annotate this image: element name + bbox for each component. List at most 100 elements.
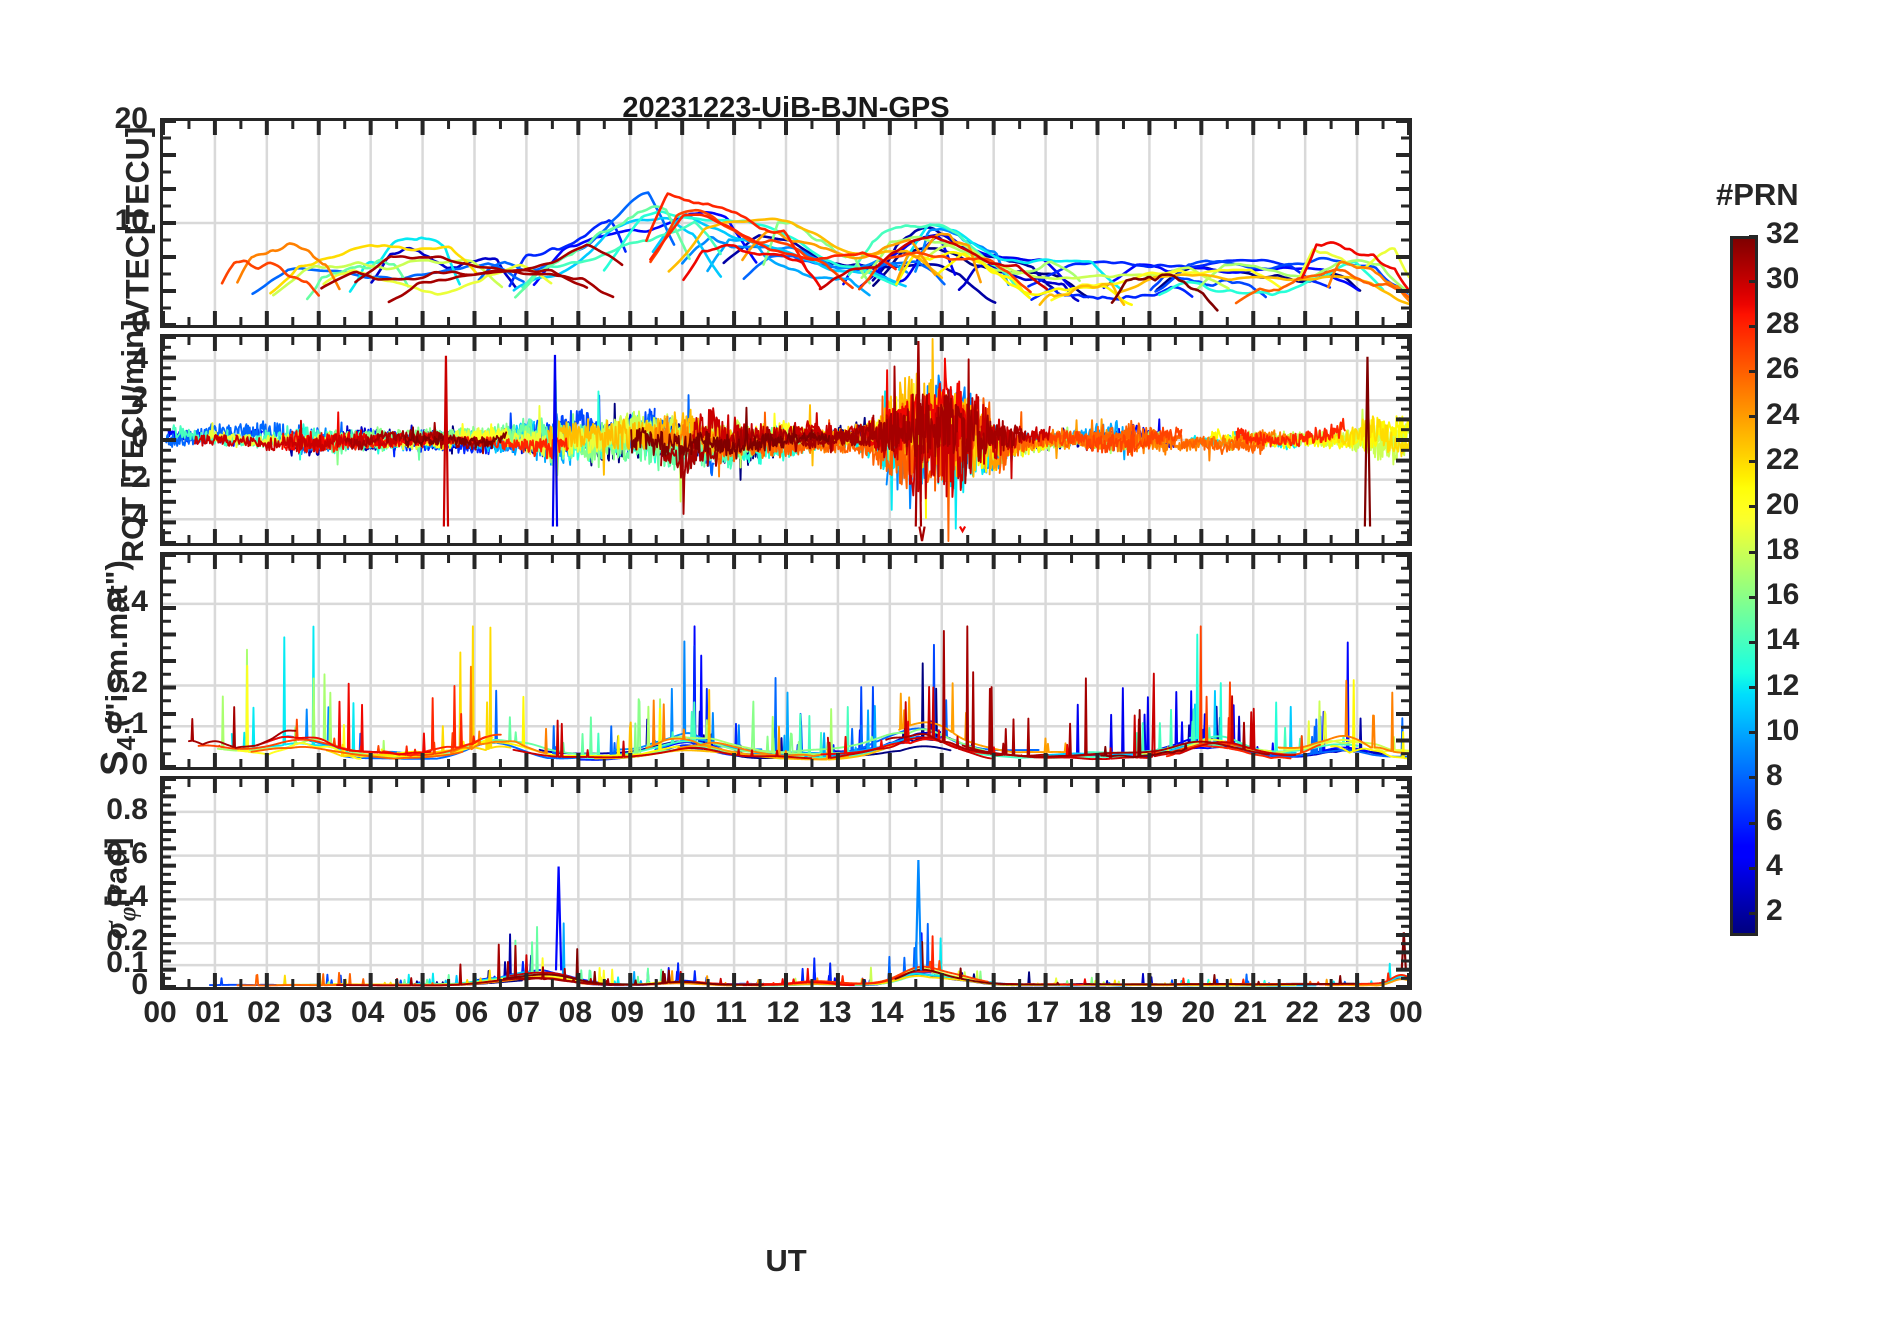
series-line [914,859,923,971]
series-line [1165,716,1292,760]
panel-vtec-plot-area [163,121,1409,325]
series-line [187,706,297,749]
series-line [645,192,807,268]
series-line [502,948,764,986]
colorbar-tickmark [1749,279,1758,283]
panel-rot-ytick: -4 [121,500,148,534]
panel-vtec-ytick: 20 [114,102,148,135]
series-line [477,191,676,282]
series-line [1326,260,1409,302]
xaxis-tick-label: 10 [662,996,696,1029]
series-line [1027,258,1332,289]
colorbar-tick-label: 2 [1766,894,1783,928]
series-line [1030,285,1194,301]
series-line [958,525,967,534]
panel-sig-ytick: 0 [131,968,148,1001]
panel-s4-ytick: 0.4 [106,584,148,618]
panel-rot-ytick: 2 [131,381,148,415]
xaxis-tick-label: 00 [1389,996,1423,1029]
colorbar-tick-label: 22 [1766,442,1800,476]
series-line [320,268,589,290]
colorbar-tick-label: 16 [1766,578,1800,612]
xaxis-tick-label: 06 [454,996,489,1029]
colorbar-tickmark [1749,686,1758,690]
series-line [521,220,722,289]
panel-s4-plot-area [163,555,1409,767]
series-line [1083,973,1356,986]
series-line [1100,709,1188,759]
series-line [532,210,758,287]
series-line [512,719,813,760]
colorbar-tick-label: 18 [1766,533,1800,567]
xaxis-tick-label: 05 [402,996,437,1029]
panel-s4-ytick: 0.1 [106,707,148,741]
series-line [1102,263,1360,292]
panel-s4-ytick: 0.2 [106,666,148,700]
series-line [230,625,442,758]
xaxis-tick-label: 14 [870,996,904,1029]
panel-rot-ytick: -2 [121,460,148,494]
series-line [1034,425,1183,457]
xaxis-tick-label: 07 [506,996,541,1029]
series-line [250,745,464,760]
colorbar-tick-label: 26 [1766,352,1800,386]
xaxis-tick-label: 09 [610,996,644,1029]
colorbar-tickmark [1749,550,1758,554]
series-line [333,736,494,758]
colorbar-tick-label: 32 [1766,217,1800,250]
series-line [682,243,823,291]
colorbar-tickmark [1749,731,1758,735]
series-line [1234,268,1409,305]
colorbar-tick-label: 28 [1766,307,1800,341]
series-line [677,725,850,761]
xaxis-tick-label: 15 [922,996,956,1029]
colorbar-tick-label: 10 [1766,713,1800,747]
series-line [918,526,926,542]
series-line [404,426,508,450]
series-line [645,699,826,757]
xaxis-tick-label: 08 [558,996,593,1029]
series-line [801,358,1027,485]
colorbar-tickmark [1749,460,1758,464]
panel-vtec-ytick: 0 [131,306,148,339]
panel-sig-ytick: 0.6 [106,836,148,870]
colorbar-tick-label: 4 [1766,849,1783,883]
colorbar-tickmark [1749,505,1758,509]
series-line [551,354,559,527]
xaxis-tick-label: 02 [247,996,281,1029]
xaxis-tick-label: 23 [1337,996,1371,1029]
series-line [630,406,831,461]
series-line [370,246,518,290]
series-line [1038,282,1126,307]
xaxis-tick-label: 18 [1077,996,1112,1029]
colorbar-tickmark [1749,911,1758,915]
panel-sig-ytick: 0.1 [106,946,148,980]
panel-s4-ytick: 0 [131,748,148,781]
xaxis-tick-label: 13 [818,996,852,1029]
series-line [898,682,1070,754]
series-line [387,269,615,304]
xaxis-tick-label: 11 [715,996,747,1029]
xaxis-tick-label: 01 [195,996,229,1029]
xaxis-tick-label: 21 [1233,996,1267,1029]
series-line [645,698,841,756]
series-line [1033,672,1297,761]
xaxis-tick-label: 22 [1285,996,1319,1029]
xaxis-label: UT [765,1243,807,1278]
colorbar-tickmark [1749,369,1758,373]
colorbar-tick-label: 20 [1766,487,1800,521]
series-line [1300,241,1409,292]
series-line [336,943,625,987]
colorbar-tickmark [1749,866,1758,870]
series-line [885,625,1049,757]
series-line [236,242,341,291]
series-line [914,340,923,527]
panel-rot-ytick: 4 [131,341,148,375]
series-line [826,685,992,760]
series-line [508,219,627,288]
xaxis-tick-label: 04 [350,996,385,1029]
colorbar-title: #PRN [1716,177,1799,212]
colorbar-tickmark [1749,776,1758,780]
xaxis-tick-label: 17 [1025,996,1060,1029]
panel-sig-ytick: 0.4 [106,880,148,914]
